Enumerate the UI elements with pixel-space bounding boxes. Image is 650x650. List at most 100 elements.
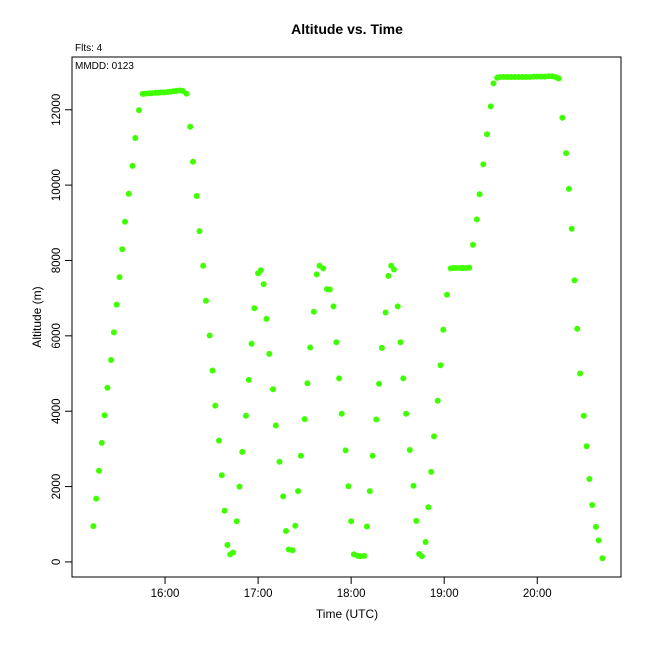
data-point: [333, 339, 340, 346]
data-point: [280, 493, 287, 500]
data-point: [487, 103, 494, 110]
data-point: [93, 495, 100, 502]
data-point: [122, 218, 128, 225]
y-tick-label: 10000: [51, 169, 63, 201]
data-point: [364, 523, 370, 530]
data-point: [90, 523, 97, 530]
data-point: [283, 528, 289, 534]
data-point: [101, 412, 108, 419]
y-tick-label: 12000: [51, 94, 63, 126]
data-point: [224, 542, 231, 548]
data-point: [206, 332, 213, 339]
data-point: [187, 123, 194, 130]
data-point: [330, 303, 337, 310]
data-point: [336, 375, 343, 382]
data-point: [568, 225, 575, 232]
data-point: [104, 384, 111, 391]
data-point: [369, 452, 376, 459]
date-annotation: MMDD: 0123: [75, 61, 134, 72]
x-tick-label: 16:00: [151, 588, 180, 600]
data-point: [295, 488, 302, 495]
data-point: [403, 410, 410, 417]
data-point: [382, 309, 389, 316]
y-axis-label: Altitude (m): [30, 286, 44, 347]
data-point: [378, 344, 385, 351]
data-point: [110, 329, 117, 336]
data-point: [437, 362, 444, 369]
data-point: [422, 539, 429, 545]
data-point: [484, 131, 490, 138]
data-point: [136, 107, 142, 114]
data-point: [406, 447, 413, 453]
data-point: [301, 416, 308, 423]
data-point: [233, 518, 240, 525]
data-point: [565, 185, 572, 192]
data-point: [289, 547, 296, 554]
data-point: [313, 271, 320, 278]
y-tick-label: 2000: [51, 474, 63, 500]
data-point: [563, 150, 570, 157]
data-point: [476, 191, 483, 198]
y-tick-label: 4000: [51, 398, 63, 424]
data-point: [183, 90, 190, 97]
data-point: [571, 277, 578, 284]
data-point: [345, 483, 352, 490]
data-point: [196, 228, 203, 235]
data-point: [116, 274, 123, 281]
data-point: [592, 523, 599, 530]
data-point: [413, 517, 420, 524]
data-point: [260, 281, 267, 288]
chart-title: Altitude vs. Time: [291, 21, 403, 37]
data-point: [125, 190, 132, 197]
data-point: [574, 325, 581, 332]
data-point: [190, 158, 196, 165]
data-point: [373, 416, 380, 423]
y-tick-label: 8000: [51, 248, 63, 274]
data-point: [276, 458, 283, 465]
data-point: [310, 308, 317, 315]
data-point: [230, 549, 236, 556]
data-point: [559, 114, 566, 121]
data-point: [577, 370, 584, 377]
x-axis-label: Time (UTC): [316, 607, 378, 621]
data-point: [410, 482, 417, 489]
data-point: [132, 135, 139, 141]
data-point: [428, 468, 435, 475]
data-point: [425, 504, 432, 511]
data-point: [236, 483, 243, 490]
y-tick-label: 6000: [51, 323, 63, 349]
data-point: [385, 272, 392, 279]
data-point: [266, 350, 273, 357]
y-axis: 0 2000 4000 6000 8000 10000 12000: [51, 94, 73, 565]
data-point: [221, 507, 228, 514]
x-axis: 16:00 17:00 18:00 19:00 20:00: [151, 576, 552, 600]
data-point: [257, 267, 264, 274]
data-point: [203, 297, 209, 304]
data-point: [307, 344, 314, 351]
data-point: [397, 339, 404, 346]
data-point: [263, 315, 270, 322]
data-point: [444, 291, 450, 298]
data-point: [391, 266, 397, 273]
data-point: [245, 376, 252, 383]
data-point: [326, 286, 333, 293]
data-point: [209, 367, 216, 374]
data-point: [98, 439, 105, 446]
data-point: [218, 472, 225, 479]
data-point: [400, 375, 407, 382]
data-point: [200, 262, 207, 269]
data-point: [583, 443, 590, 450]
flights-annotation: Flts: 4: [75, 43, 103, 54]
data-point: [193, 193, 200, 199]
data-point: [555, 75, 562, 82]
data-point: [434, 397, 441, 404]
data-point: [580, 412, 587, 419]
data-point: [96, 467, 102, 474]
data-point: [490, 80, 497, 87]
data-point: [348, 518, 355, 525]
data-point: [376, 380, 383, 387]
data-point: [586, 476, 593, 482]
data-point: [595, 537, 602, 544]
